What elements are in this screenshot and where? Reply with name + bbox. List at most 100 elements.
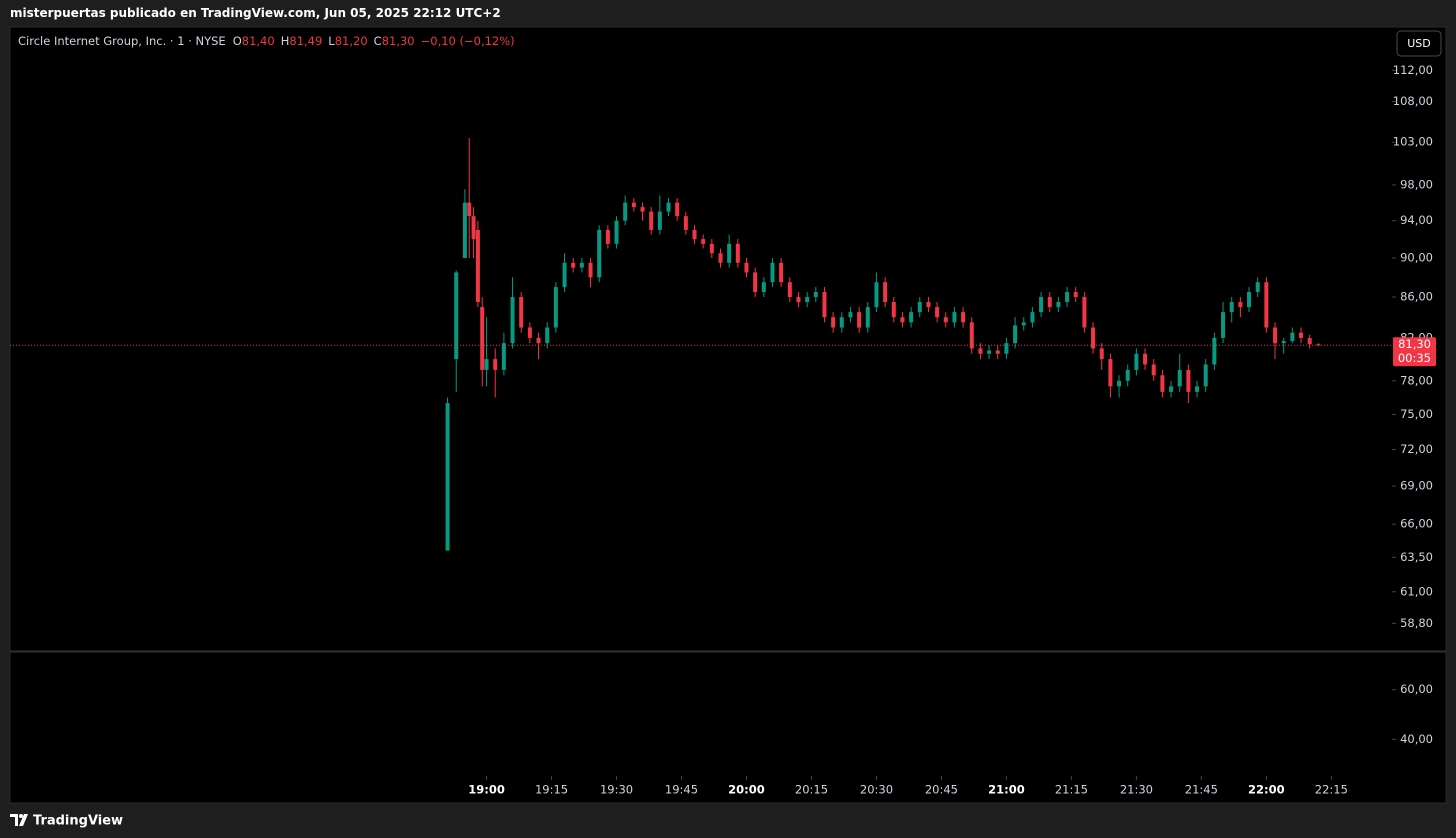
- y-tick-label: 86,00: [1400, 290, 1433, 304]
- candle-body: [1255, 282, 1260, 293]
- candle-body: [831, 317, 836, 328]
- y-tick-label: 90,00: [1400, 251, 1433, 265]
- candle-body: [484, 359, 489, 370]
- candle-body: [571, 262, 576, 268]
- x-tick-label: 21:15: [1055, 783, 1088, 797]
- candle-body: [1186, 369, 1191, 392]
- candle-body: [1108, 359, 1113, 387]
- candle-body: [839, 317, 844, 328]
- candle-body: [1264, 282, 1269, 328]
- candle-body: [1004, 343, 1009, 354]
- candle-body: [770, 262, 775, 283]
- candle-body: [467, 202, 472, 217]
- candle-body: [1169, 386, 1174, 392]
- candle-body: [588, 262, 593, 278]
- lower-y-tick-label: 60,00: [1400, 682, 1433, 696]
- candle-body: [501, 343, 506, 370]
- candle-body: [519, 297, 524, 328]
- candle-body: [1203, 364, 1208, 387]
- candle-body: [445, 403, 450, 551]
- candle-body: [848, 312, 853, 318]
- candle-body: [926, 302, 931, 308]
- candle-body: [631, 202, 636, 208]
- candle-body: [796, 297, 801, 303]
- candle-body: [735, 243, 740, 263]
- candle-body: [891, 302, 896, 318]
- candle-body: [727, 243, 732, 263]
- x-tick-label: 20:45: [925, 783, 958, 797]
- candle-body: [1212, 337, 1217, 365]
- candle-body: [865, 307, 870, 328]
- candle-body: [640, 207, 645, 212]
- candle-body: [779, 262, 784, 283]
- candle-body: [909, 312, 914, 323]
- candle-body: [935, 307, 940, 318]
- x-tick-label: 20:30: [860, 783, 893, 797]
- candle-body: [1056, 302, 1061, 308]
- candle-body: [1134, 353, 1139, 370]
- legend-key: L: [328, 34, 335, 48]
- candle-body: [1143, 353, 1148, 365]
- y-tick-label: 108,00: [1393, 94, 1433, 108]
- candle-body: [1117, 380, 1122, 387]
- legend-value: 81,40: [241, 34, 275, 48]
- countdown-label: 00:35: [1398, 351, 1431, 365]
- x-tick-label: 21:30: [1120, 783, 1153, 797]
- candle-body: [692, 229, 697, 240]
- y-tick-label: 63,50: [1400, 550, 1433, 564]
- candle-body: [1177, 369, 1182, 387]
- candle-body: [900, 317, 905, 323]
- y-tick-label: 58,80: [1400, 616, 1433, 630]
- symbol-title: Circle Internet Group, Inc. · 1 · NYSE: [18, 34, 226, 48]
- candle-body: [1221, 312, 1226, 338]
- candle-body: [1229, 302, 1234, 313]
- last-price-tag: [1393, 337, 1436, 367]
- candle-body: [614, 220, 619, 244]
- candle-body: [1039, 297, 1044, 313]
- legend-key: O: [232, 34, 242, 48]
- x-tick-label: 20:00: [728, 783, 765, 797]
- candle-body: [480, 307, 485, 370]
- lower-y-tick-label: 40,00: [1400, 732, 1433, 746]
- candle-body: [1151, 364, 1156, 376]
- candle-body: [1247, 292, 1252, 308]
- candle-body: [536, 337, 541, 344]
- currency-label[interactable]: USD: [1407, 37, 1431, 50]
- publish-header: misterpuertas publicado en TradingView.c…: [10, 6, 501, 20]
- candle-body: [701, 239, 706, 244]
- legend-key: C: [373, 34, 382, 48]
- candle-body: [527, 327, 532, 338]
- change-value: −0,10 (−0,12%): [420, 34, 515, 48]
- candle-body: [454, 272, 459, 360]
- candle-body: [874, 282, 879, 308]
- y-tick-label: 66,00: [1400, 517, 1433, 531]
- candle-body: [1299, 332, 1304, 338]
- candle-body: [1290, 332, 1295, 342]
- x-tick-label: 21:45: [1185, 783, 1218, 797]
- candle-body: [744, 262, 749, 273]
- candle-body: [1065, 292, 1070, 303]
- candle-body: [1082, 297, 1087, 328]
- brand-name: TradingView: [33, 814, 123, 829]
- candle-body: [1238, 302, 1243, 308]
- candle-body: [623, 202, 628, 221]
- candle-body: [978, 348, 983, 354]
- candle-body: [813, 292, 818, 298]
- candle-body: [917, 302, 922, 313]
- candle-body: [857, 312, 862, 328]
- candle-body: [961, 312, 966, 323]
- candle-body: [1273, 327, 1278, 344]
- candle-body: [995, 350, 1000, 354]
- legend-value: 81,49: [289, 34, 323, 48]
- y-tick-label: 61,00: [1400, 584, 1433, 598]
- candle-body: [952, 312, 957, 323]
- candle-body: [718, 253, 723, 263]
- candle-body: [666, 202, 671, 212]
- candle-body: [510, 297, 515, 344]
- candle-body: [462, 202, 467, 259]
- candle-body: [787, 282, 792, 298]
- candle-body: [1091, 327, 1096, 349]
- candle-body: [545, 327, 550, 344]
- currency-button[interactable]: [1396, 30, 1442, 57]
